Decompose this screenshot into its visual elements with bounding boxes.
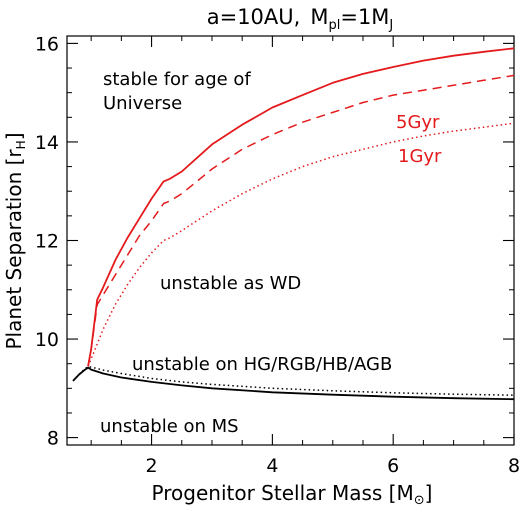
annotation-unstable-hg: unstable on HG/RGB/HB/AGB	[132, 354, 392, 375]
annotation-stable-line1: stable for age of	[103, 69, 251, 90]
annotation-unstable-ms: unstable on MS	[100, 416, 239, 437]
tick-layer: 2 4 6 8 8 10 12 14 16	[35, 33, 520, 477]
series-5gyr	[87, 74, 515, 367]
y-axis-label: Planet Separation [rH]	[2, 132, 28, 349]
y-tick-label-3: 14	[35, 132, 59, 154]
chart-title: a=10AU, Mpl=1MJ	[207, 5, 394, 33]
series-1gyr	[87, 122, 515, 367]
annotation-unstable-wd: unstable as WD	[160, 273, 301, 294]
annotation-1gyr: 1Gyr	[398, 146, 442, 167]
x-axis-label: Progenitor Stellar Mass [M⊙]	[152, 481, 433, 508]
annotation-5gyr: 5Gyr	[396, 112, 440, 133]
y-tick-label-1: 10	[35, 329, 59, 351]
y-tick-label-4: 16	[35, 33, 59, 55]
y-tick-label-2: 12	[35, 231, 59, 253]
y-tick-label-0: 8	[47, 428, 59, 450]
x-tick-label-3: 8	[508, 455, 520, 477]
x-tick-label-1: 4	[266, 455, 278, 477]
series-layer	[72, 47, 515, 401]
series-stable-universe	[87, 47, 515, 367]
series-unstable-ms	[72, 366, 515, 401]
annotation-stable-line2: Universe	[103, 93, 182, 114]
x-tick-label-2: 6	[387, 455, 399, 477]
x-tick-label-0: 2	[146, 455, 158, 477]
